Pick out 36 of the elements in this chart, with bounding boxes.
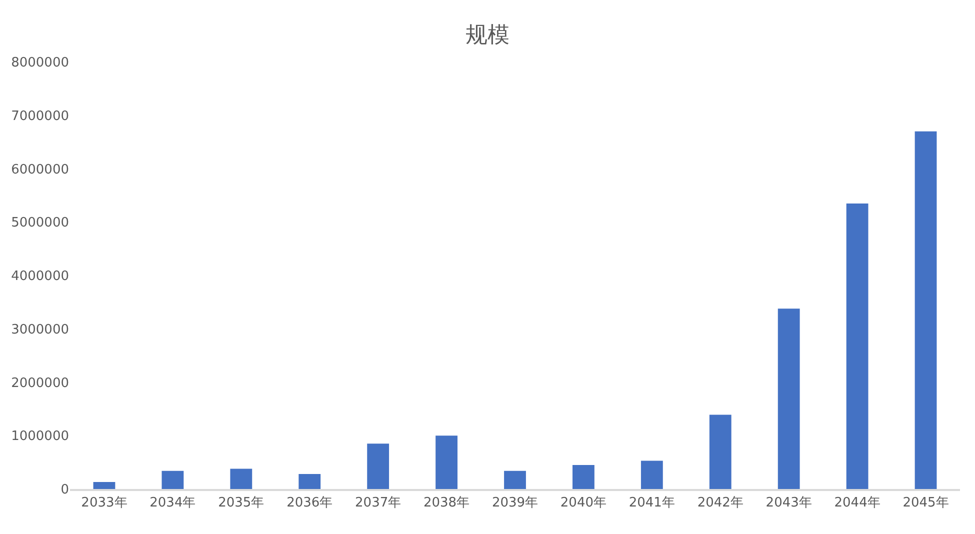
- bar: [846, 203, 868, 489]
- bar: [504, 470, 526, 489]
- y-tick-label: 2000000: [11, 376, 69, 391]
- x-tick-label: 2038年: [423, 495, 470, 510]
- x-tick-label: 2042年: [697, 495, 744, 510]
- x-tick-label: 2040年: [560, 495, 607, 510]
- bar: [640, 460, 663, 489]
- x-tick-label: 2044年: [834, 495, 880, 510]
- bar: [709, 414, 732, 489]
- x-tick-label: 2045年: [902, 495, 949, 510]
- y-tick-label: 1000000: [11, 429, 69, 444]
- x-tick-label: 2043年: [766, 495, 812, 510]
- bar: [914, 131, 937, 489]
- x-tick-label: 2037年: [355, 495, 402, 510]
- x-tick-label: 2039年: [492, 495, 538, 510]
- bar: [230, 468, 252, 489]
- y-tick-label: 6000000: [11, 162, 69, 178]
- x-tick-label: 2034年: [150, 495, 196, 510]
- chart-title: 规模: [466, 23, 510, 48]
- bar: [367, 444, 390, 489]
- y-tick-label: 3000000: [11, 322, 69, 338]
- bar: [436, 436, 458, 489]
- bar: [298, 474, 321, 489]
- x-tick-label: 2036年: [286, 495, 333, 510]
- bar: [572, 464, 594, 489]
- y-tick-label: 7000000: [11, 108, 69, 124]
- bar: [162, 470, 184, 489]
- bar: [778, 308, 800, 489]
- x-tick-label: 2041年: [628, 495, 675, 510]
- y-tick-label: 8000000: [11, 56, 69, 71]
- bar: [93, 482, 116, 489]
- y-tick-label: 0: [60, 482, 69, 498]
- x-tick-label: 2035年: [218, 495, 264, 510]
- x-tick-label: 2033年: [81, 495, 128, 510]
- y-tick-label: 4000000: [11, 269, 69, 284]
- y-tick-label: 5000000: [11, 216, 69, 231]
